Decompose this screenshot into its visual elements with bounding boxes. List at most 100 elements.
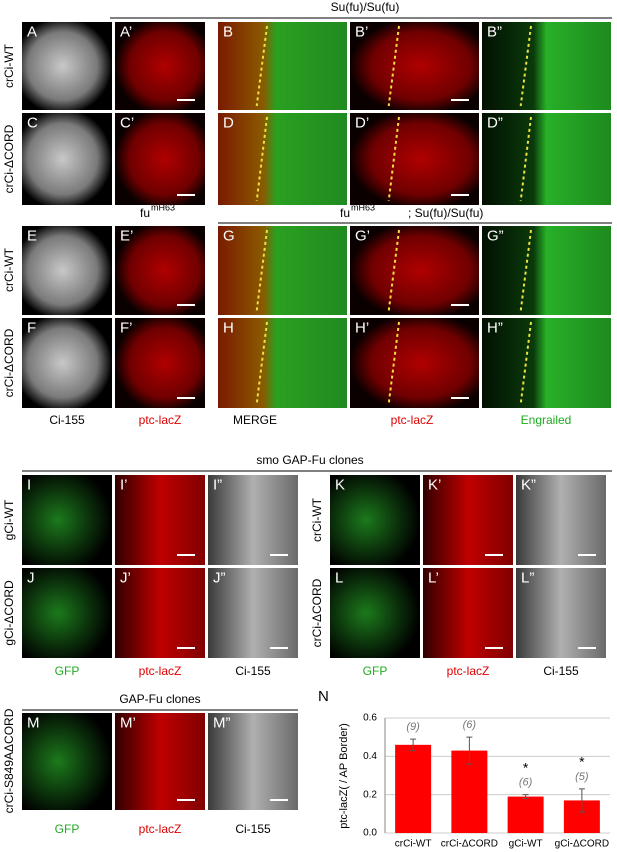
panel-label: C xyxy=(27,114,38,131)
error-bar xyxy=(522,794,529,799)
micrograph xyxy=(482,226,611,315)
row-label: gCi-WT xyxy=(2,499,16,540)
micrograph xyxy=(22,113,112,205)
panel-label: D” xyxy=(487,114,503,131)
panel-label: D xyxy=(223,114,234,131)
bar xyxy=(395,744,432,833)
row-label: crCi-S849AΔCORD xyxy=(2,708,16,813)
y-tick-label: 0.6 xyxy=(363,713,377,724)
micrograph xyxy=(208,568,298,658)
panel-label: M’ xyxy=(120,714,136,731)
bar xyxy=(507,796,544,833)
panel-label: K’ xyxy=(428,476,441,493)
n-label: (6) xyxy=(519,777,533,789)
panel-label: C’ xyxy=(120,114,134,131)
ap-border xyxy=(519,116,533,202)
micrograph xyxy=(350,318,479,408)
panel-label: E xyxy=(27,227,37,244)
micrograph xyxy=(22,713,112,810)
panel-label: I xyxy=(27,476,31,493)
column-label: Ci-155 xyxy=(49,413,85,427)
micrograph xyxy=(423,475,513,565)
x-tick-label: crCi-WT xyxy=(395,839,432,850)
panel-label: A’ xyxy=(120,23,132,40)
micrograph xyxy=(218,22,347,110)
micrograph xyxy=(218,113,347,205)
row-label: crCi-WT xyxy=(310,497,324,542)
header-sup: mH63 xyxy=(151,202,175,212)
panel-label: J” xyxy=(213,569,226,586)
error-bar xyxy=(410,738,417,752)
micrograph xyxy=(115,713,205,810)
column-label: ptc-lacZ xyxy=(391,413,434,427)
panel-label: H” xyxy=(487,319,503,336)
panel-label: K xyxy=(335,476,345,493)
micrograph xyxy=(115,318,205,408)
ap-border xyxy=(255,25,269,107)
ap-border xyxy=(519,229,533,312)
ap-border xyxy=(519,25,533,107)
row-label: crCi-ΔCORD xyxy=(2,124,16,193)
ap-border xyxy=(255,116,269,202)
ap-border xyxy=(387,25,401,107)
micrograph xyxy=(516,568,606,658)
panel-label: G” xyxy=(487,227,504,244)
row-label: crCi-WT xyxy=(2,43,16,88)
micrograph xyxy=(482,113,611,205)
header: fu xyxy=(340,206,350,220)
ap-border xyxy=(519,321,533,405)
micrograph xyxy=(482,22,611,110)
column-label: ptc-lacZ xyxy=(139,413,182,427)
panel-label: F xyxy=(27,319,36,336)
micrograph xyxy=(423,568,513,658)
micrograph xyxy=(516,475,606,565)
micrograph xyxy=(22,568,112,658)
panel-label: N xyxy=(318,688,329,705)
panel-label: B’ xyxy=(355,23,368,40)
panel-label: K” xyxy=(521,476,536,493)
error-bar xyxy=(578,788,585,813)
row-label: crCi-ΔCORD xyxy=(310,578,324,647)
ap-border xyxy=(387,229,401,312)
column-label: GFP xyxy=(363,664,388,678)
micrograph xyxy=(218,318,347,408)
micrograph xyxy=(330,568,420,658)
column-label: ptc-lacZ xyxy=(139,822,182,836)
panel-label: J’ xyxy=(120,569,131,586)
ap-border xyxy=(255,229,269,312)
panel-label: I” xyxy=(213,476,222,493)
ap-border xyxy=(387,321,401,405)
x-tick-label: crCi-ΔCORD xyxy=(441,839,498,850)
micrograph xyxy=(218,226,347,315)
row-label: gCi-ΔCORD xyxy=(2,580,16,646)
panel-label: L xyxy=(335,569,343,586)
header: Su(fu)/Su(fu) xyxy=(331,0,400,14)
panel-label: B” xyxy=(487,23,502,40)
panel-label: H xyxy=(223,319,234,336)
panel-label: F’ xyxy=(120,319,133,336)
panel-label: A xyxy=(27,23,37,40)
column-label: MERGE xyxy=(233,413,277,427)
micrograph xyxy=(115,113,205,205)
row-label: crCi-WT xyxy=(2,247,16,292)
header: fu xyxy=(140,206,150,220)
column-label: GFP xyxy=(55,664,80,678)
panel-label: I’ xyxy=(120,476,128,493)
micrograph xyxy=(115,568,205,658)
panel-label: G xyxy=(223,227,235,244)
x-tick-label: gCi-ΔCORD xyxy=(555,839,609,850)
micrograph xyxy=(115,475,205,565)
panel-label: L” xyxy=(521,569,534,586)
significance: * xyxy=(523,759,529,775)
significance: * xyxy=(579,754,585,770)
micrograph xyxy=(115,22,205,110)
header-lines xyxy=(22,17,612,711)
column-label: Ci-155 xyxy=(543,664,579,678)
n-label: (9) xyxy=(406,721,420,733)
micrograph xyxy=(350,22,479,110)
panel-label: H’ xyxy=(355,319,369,336)
panel-label: D’ xyxy=(355,114,369,131)
ap-border xyxy=(255,321,269,405)
